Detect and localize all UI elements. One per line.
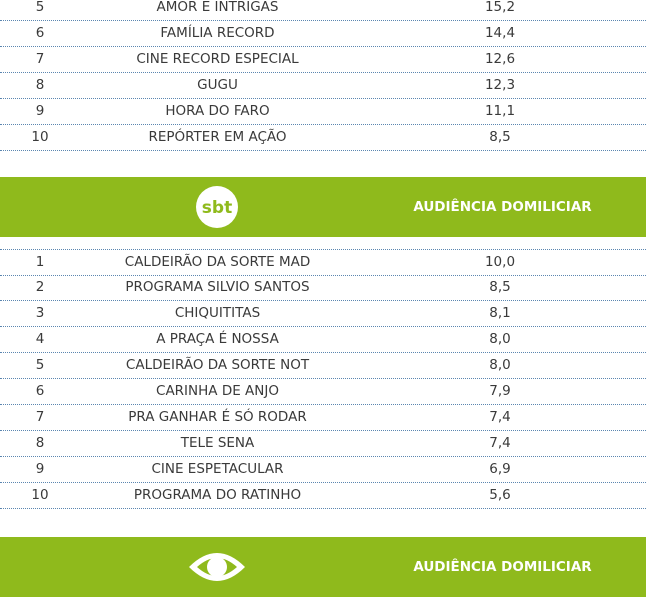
rating: 8,0: [489, 331, 511, 347]
rank: 1: [35, 254, 45, 270]
rank: 7: [35, 51, 45, 67]
program: CALDEIRÃO DA SORTE NOT: [125, 357, 310, 373]
rank: 6: [35, 25, 45, 41]
sbt-logo: sbt: [196, 186, 238, 228]
program: REPÓRTER EM AÇÃO: [148, 129, 287, 145]
rank: 5: [35, 0, 45, 15]
table-row: 8 GUGU 12,3: [0, 73, 646, 99]
sbt-header: sbt AUDIÊNCIA DOMILICIAR: [0, 177, 646, 237]
table-row: 5 AMOR E INTRIGAS 15,2: [0, 0, 646, 21]
table-row: 2 PROGRAMA SILVIO SANTOS 8,5: [0, 275, 646, 301]
rating: 11,1: [484, 103, 516, 119]
rating: 8,5: [489, 129, 511, 145]
rank: 5: [35, 357, 45, 373]
rank: 7: [35, 409, 45, 425]
rank: 9: [35, 461, 45, 477]
rating: 6,9: [489, 461, 511, 477]
rating: 7,9: [489, 383, 511, 399]
program: CARINHA DE ANJO: [156, 383, 279, 399]
rating: 12,6: [484, 51, 516, 67]
program: A PRAÇA É NOSSA: [156, 331, 279, 347]
rating: 12,3: [484, 77, 516, 93]
rank: 10: [31, 129, 49, 145]
program: CHIQUITITAS: [174, 305, 261, 321]
program: PROGRAMA SILVIO SANTOS: [125, 279, 310, 295]
rank: 8: [35, 435, 45, 451]
rating: 8,0: [489, 357, 511, 373]
rating: 15,2: [484, 0, 516, 15]
rating: 7,4: [489, 409, 511, 425]
table-row: 5 CALDEIRÃO DA SORTE NOT 8,0: [0, 353, 646, 379]
rating: 7,4: [489, 435, 511, 451]
program: CINE ESPETACULAR: [151, 461, 284, 477]
rating: 14,4: [484, 25, 516, 41]
table-row: 9 CINE ESPETACULAR 6,9: [0, 457, 646, 483]
program: PROGRAMA DO RATINHO: [133, 487, 302, 503]
rank: 10: [31, 487, 49, 503]
rating: 8,5: [489, 279, 511, 295]
band-logo: [189, 553, 245, 581]
table-row: 3 CHIQUITITAS 8,1: [0, 301, 646, 327]
table-row: 4 A PRAÇA É NOSSA 8,0: [0, 327, 646, 353]
rank: 8: [35, 77, 45, 93]
rating: 5,6: [489, 487, 511, 503]
program: AMOR E INTRIGAS: [156, 0, 279, 15]
rank: 2: [35, 279, 45, 295]
rank: 4: [35, 331, 45, 347]
logo-text: sbt: [202, 198, 232, 218]
table-row: 6 FAMÍLIA RECORD 14,4: [0, 21, 646, 47]
table-row: 10 PROGRAMA DO RATINHO 5,6: [0, 483, 646, 509]
table-row: 8 TELE SENA 7,4: [0, 431, 646, 457]
table-row: 1 CALDEIRÃO DA SORTE MAD 10,0: [0, 249, 646, 276]
rating: 8,1: [489, 305, 511, 321]
table-row: 7 CINE RECORD ESPECIAL 12,6: [0, 47, 646, 73]
header-title: AUDIÊNCIA DOMILICIAR: [413, 559, 592, 575]
program: CINE RECORD ESPECIAL: [136, 51, 299, 67]
program: PRA GANHAR É SÓ RODAR: [128, 409, 307, 425]
program: TELE SENA: [180, 435, 255, 451]
table-row: 7 PRA GANHAR É SÓ RODAR 7,4: [0, 405, 646, 431]
band-header: AUDIÊNCIA DOMILICIAR: [0, 537, 646, 597]
rank: 6: [35, 383, 45, 399]
table-row: 9 HORA DO FARO 11,1: [0, 99, 646, 125]
program: FAMÍLIA RECORD: [160, 25, 275, 41]
rating: 10,0: [484, 254, 516, 270]
program: CALDEIRÃO DA SORTE MAD: [124, 254, 311, 270]
rank: 9: [35, 103, 45, 119]
program: HORA DO FARO: [165, 103, 270, 119]
rank: 3: [35, 305, 45, 321]
header-title: AUDIÊNCIA DOMILICIAR: [413, 199, 592, 215]
table-row: 6 CARINHA DE ANJO 7,9: [0, 379, 646, 405]
table-row: 10 REPÓRTER EM AÇÃO 8,5: [0, 125, 646, 151]
program: GUGU: [197, 77, 238, 93]
